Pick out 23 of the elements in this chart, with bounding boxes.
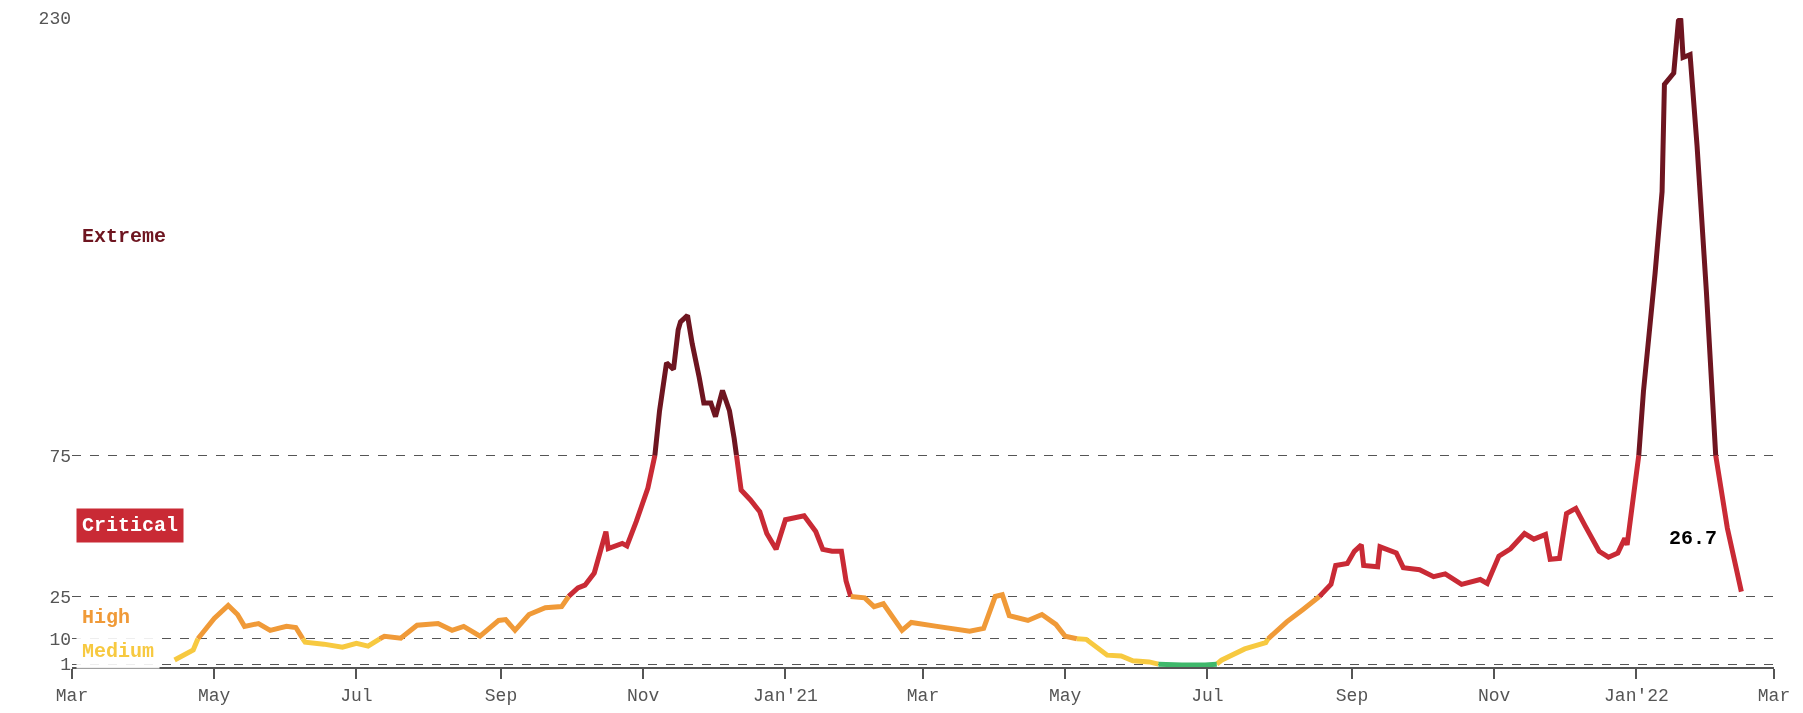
x-tick-label: May <box>1049 685 1082 706</box>
x-tick-label: Jan'22 <box>1604 685 1669 706</box>
series-label: Medium <box>82 640 155 663</box>
text: Critical <box>82 514 179 537</box>
y-tick-label: 75 <box>49 446 71 467</box>
y-tick-label: 25 <box>49 587 71 608</box>
y-tick-label: 10 <box>49 630 71 651</box>
annotation: 26.7 <box>1669 527 1718 550</box>
x-tick-label: Jul <box>340 685 373 706</box>
x-tick-label: Jul <box>1191 685 1224 706</box>
x-tick-label: May <box>198 685 231 706</box>
x-tick-label: Mar <box>55 685 89 706</box>
y-tick-label: 1 <box>60 655 71 676</box>
y-tick-label: 230 <box>38 9 71 30</box>
text: High <box>82 606 131 629</box>
x-tick-label: Sep <box>1335 685 1369 706</box>
text: Extreme <box>82 225 167 248</box>
x-tick-label: Jan'21 <box>753 685 818 706</box>
x-tick-label: Sep <box>484 685 518 706</box>
x-tick-label: Nov <box>627 685 660 706</box>
x-tick-label: Mar <box>906 685 940 706</box>
x-tick-label: Nov <box>1478 685 1511 706</box>
x-tick-label: Mar <box>1757 685 1791 706</box>
